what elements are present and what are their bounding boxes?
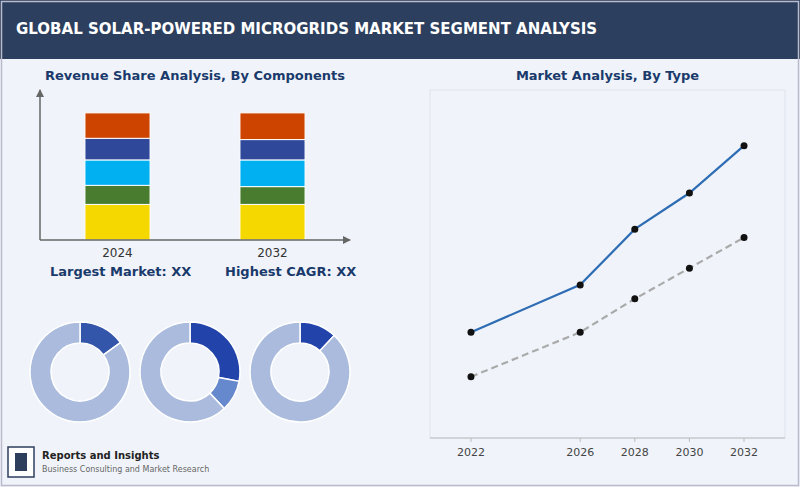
logo-inner [15,453,27,471]
donut-chart [30,322,130,422]
line-point [686,265,693,272]
line-point [577,329,584,336]
chart-title: Market Analysis, By Type [516,68,699,83]
bar-segment [240,140,305,160]
line-point [686,190,693,197]
logo: Reports and Insights Business Consulting … [8,447,209,477]
background [0,0,800,487]
bar-segment [85,113,150,138]
page-title: GLOBAL SOLAR-POWERED MICROGRIDS MARKET S… [16,20,597,38]
annotation: Largest Market: XX [50,264,191,279]
donut-slice [190,322,240,381]
x-tick [689,438,690,442]
line-series [471,238,744,377]
x-axis [430,438,785,439]
donut-slice [250,322,350,422]
logo-subtext: Business Consulting and Market Research [42,465,209,474]
bar-segment [240,187,305,205]
chart-title: Revenue Share Analysis, By Components [45,68,345,83]
bar-segment [240,113,305,140]
line-point [631,226,638,233]
x-axis [40,239,350,241]
y-axis [39,90,41,240]
x-tick-label: 2022 [457,446,485,459]
donut-slice [140,322,224,422]
x-tick-label: 2032 [257,246,288,260]
line-series [471,146,744,333]
title-bar [0,0,800,59]
x-tick-label: 2032 [730,446,758,459]
bar-segment [240,160,305,187]
bar-segment [240,204,305,240]
donut-chart [250,322,350,422]
logo-outer [8,447,34,477]
logo-text: Reports and Insights [42,450,159,461]
donut-slice [30,322,130,422]
bar-segment [85,138,150,160]
line-chart: Market Analysis, By Type 2022 2026 2028 2030… [430,68,785,459]
page-border [2,2,799,486]
x-tick-label: 2030 [675,446,703,459]
bar-segment [85,185,150,204]
donut-chart [140,322,240,422]
x-tick-label: 2028 [621,446,649,459]
line-point [741,142,748,149]
bar-segment [85,160,150,185]
bar-chart: Revenue Share Analysis, By Components 202… [40,68,356,279]
x-tick-label: 2026 [566,446,594,459]
plot-frame [430,90,785,438]
line-point [467,329,474,336]
line-point [631,295,638,302]
x-tick [470,438,471,442]
line-point [467,373,474,380]
x-tick-label: 2024 [102,246,133,260]
x-tick [744,438,745,442]
line-point [741,234,748,241]
x-tick [580,438,581,442]
bar-segment [85,204,150,240]
line-point [577,281,584,288]
annotation: Highest CAGR: XX [225,264,356,279]
bar-marks [85,113,305,240]
line-marks [467,142,747,380]
x-tick [634,438,635,442]
